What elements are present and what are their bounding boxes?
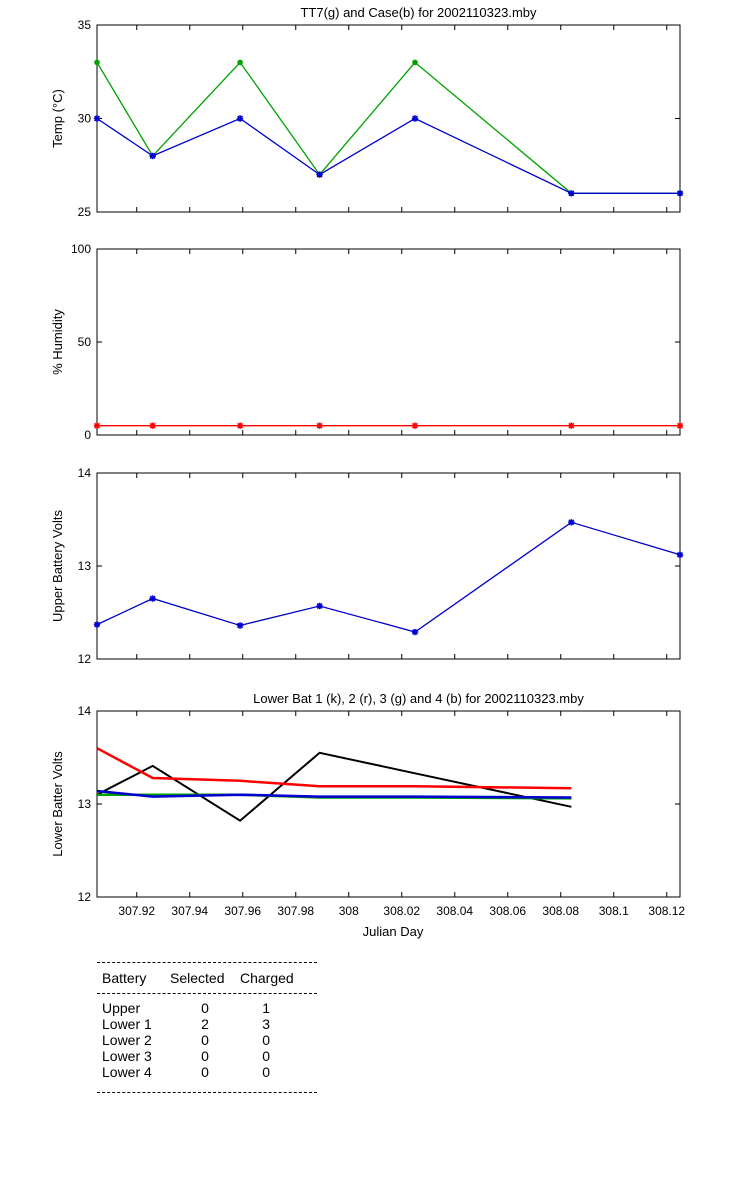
data-point	[149, 422, 156, 429]
table-rule-bottom	[97, 1092, 317, 1093]
data-point	[568, 190, 575, 197]
data-point	[94, 59, 100, 66]
data-point	[316, 171, 323, 178]
row-battery: Lower 1	[102, 1016, 152, 1032]
table-row: Lower 3 0 0	[97, 1048, 317, 1064]
x-tick-label: 308	[339, 904, 359, 918]
row-charged: 0	[262, 1032, 270, 1048]
data-point	[93, 621, 101, 628]
data-point	[568, 519, 575, 526]
series-line-lower-2-r-	[96, 747, 572, 790]
row-selected: 2	[201, 1016, 209, 1032]
y-tick-label: 12	[78, 890, 92, 904]
x-tick-label: 308.02	[383, 904, 420, 918]
data-point	[93, 115, 101, 122]
x-tick-label: 307.98	[277, 904, 314, 918]
x-tick-label: 307.94	[171, 904, 208, 918]
row-selected: 0	[201, 1048, 209, 1064]
data-point	[93, 422, 101, 429]
y-tick-label: 50	[78, 335, 92, 349]
chart-title: TT7(g) and Case(b) for 2002110323.mby	[300, 5, 537, 20]
data-point	[236, 115, 244, 122]
row-battery: Lower 4	[102, 1064, 152, 1080]
y-tick-label: 12	[78, 652, 92, 666]
data-point	[568, 422, 575, 429]
row-battery: Lower 3	[102, 1048, 152, 1064]
header-charged: Charged	[240, 970, 294, 986]
table-row: Upper 0 1	[97, 1000, 317, 1016]
data-point	[676, 551, 684, 559]
y-tick-label: 14	[78, 466, 92, 480]
header-battery: Battery	[102, 970, 147, 986]
y-axis-label: Lower Batter Volts	[50, 751, 65, 857]
row-battery: Upper	[102, 1000, 141, 1016]
data-point	[411, 115, 419, 122]
data-point	[411, 628, 419, 636]
x-tick-label: 308.12	[648, 904, 685, 918]
y-axis-label: % Humidity	[50, 309, 65, 375]
data-point	[676, 190, 684, 197]
y-axis-label: Upper Battery Volts	[50, 510, 65, 622]
data-point	[316, 422, 323, 429]
y-tick-label: 35	[78, 18, 92, 32]
x-tick-label: 308.06	[489, 904, 526, 918]
row-selected: 0	[201, 1032, 209, 1048]
series-line-case	[96, 117, 680, 194]
data-point	[236, 422, 244, 429]
data-point	[237, 59, 243, 66]
row-charged: 1	[262, 1000, 270, 1016]
chart-panel-2: 0 50 100 % Humidity	[50, 242, 684, 442]
series-line-lower-4-b-	[96, 789, 572, 799]
y-tick-label: 13	[78, 797, 92, 811]
row-charged: 0	[262, 1064, 270, 1080]
data-point	[316, 602, 323, 610]
y-tick-label: 25	[78, 205, 92, 219]
table-row: Lower 2 0 0	[97, 1032, 317, 1048]
row-battery: Lower 2	[102, 1032, 152, 1048]
x-tick-label: 307.96	[224, 904, 261, 918]
x-tick-label: 308.04	[436, 904, 473, 918]
figure: 25 30 35 TT7(g) and Case(b) for 2002110323.…	[50, 5, 685, 939]
x-tick-label: 308.1	[599, 904, 629, 918]
x-tick-label: 307.92	[118, 904, 155, 918]
series-line-tt7	[96, 61, 680, 194]
table-row: Lower 4 0 0	[97, 1064, 317, 1080]
plot-frame	[96, 472, 681, 660]
row-selected: 0	[201, 1064, 209, 1080]
chart-panel-4: 307.92 307.94 307.96 307.98 308 308.02 308.04 3…	[50, 691, 685, 939]
data-point	[149, 152, 156, 160]
x-axis-label: Julian Day	[363, 924, 424, 939]
table-body: Upper 0 1 Lower 1 2 3 Lower 2 0 0 Lower …	[97, 994, 317, 1092]
plot-frame	[96, 248, 681, 436]
data-point	[149, 595, 156, 602]
chart-panel-1: 25 30 35 TT7(g) and Case(b) for 2002110323.…	[50, 5, 684, 219]
header-selected: Selected	[170, 970, 225, 986]
row-charged: 3	[262, 1016, 270, 1032]
battery-table: Battery Selected Charged Upper 0 1 Lower…	[97, 962, 317, 1093]
y-tick-label: 14	[78, 704, 92, 718]
table-rule-top	[97, 962, 317, 963]
plot-frame	[96, 24, 681, 213]
y-tick-label: 30	[78, 112, 92, 126]
x-tick-label: 308.08	[542, 904, 579, 918]
y-tick-label: 0	[84, 428, 91, 442]
y-tick-label: 100	[71, 242, 91, 256]
series-line-lower-1-k-	[96, 751, 572, 822]
table-rule-mid	[97, 993, 317, 994]
data-point	[236, 622, 244, 629]
row-charged: 0	[262, 1048, 270, 1064]
data-point	[676, 422, 684, 429]
y-tick-label: 13	[78, 559, 92, 573]
table-header: Battery Selected Charged	[97, 963, 317, 993]
data-point	[411, 422, 419, 429]
plot-frame	[96, 710, 681, 898]
table-row: Lower 1 2 3	[97, 1016, 317, 1032]
series-line-upper	[96, 521, 681, 633]
data-point	[412, 59, 418, 66]
row-selected: 0	[201, 1000, 209, 1016]
chart-panel-3: 12 13 14 Upper Battery Volts	[50, 466, 684, 666]
chart-title: Lower Bat 1 (k), 2 (r), 3 (g) and 4 (b) …	[253, 691, 584, 706]
y-axis-label: Temp (°C)	[50, 89, 65, 148]
